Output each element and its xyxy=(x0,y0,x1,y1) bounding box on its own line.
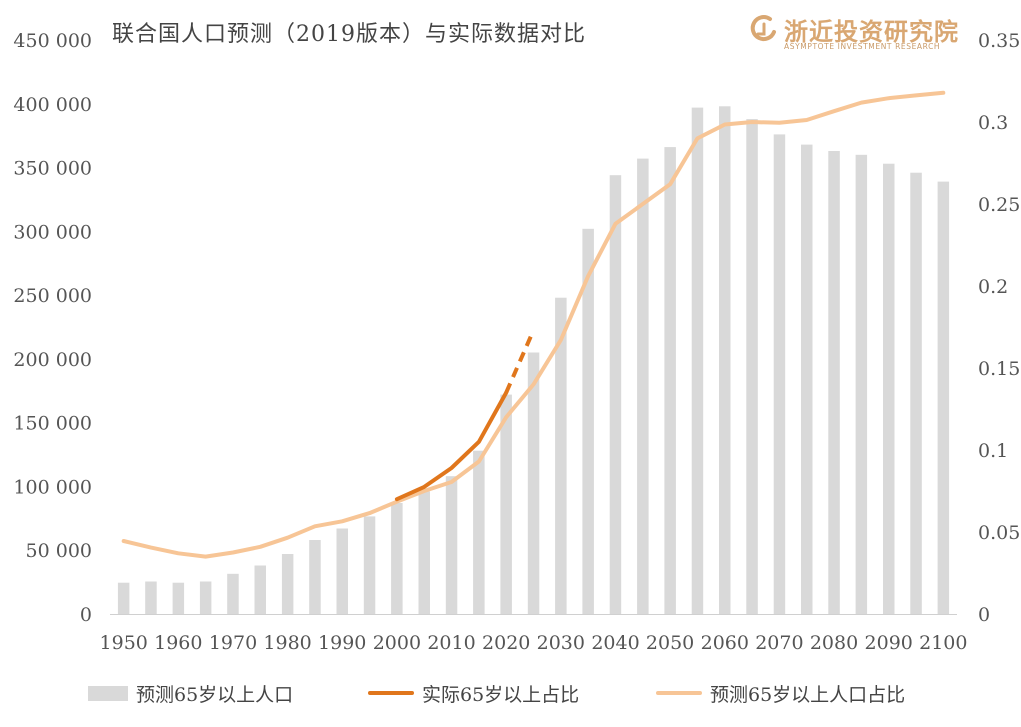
bar-2035 xyxy=(582,228,594,615)
y-left-tick-label: 400 000 xyxy=(13,94,92,116)
y-axis-right-ticks: 0 0.05 0.1 0.15 0.2 0.25 0.3 0.35 xyxy=(978,30,1020,626)
bar-2075 xyxy=(801,144,813,614)
x-tick-label: 2070 xyxy=(755,632,803,654)
x-tick-label: 1980 xyxy=(263,632,311,654)
logo-chinese-text: 浙近投资研究院 xyxy=(784,18,959,46)
y-left-tick-label: 150 000 xyxy=(13,413,92,435)
bar-2095 xyxy=(910,172,922,614)
x-tick-label: 2000 xyxy=(373,632,421,654)
bar-2000 xyxy=(391,503,403,614)
bar-1950 xyxy=(117,582,130,614)
bar-1985 xyxy=(309,540,321,614)
bar-1970 xyxy=(227,573,239,614)
legend-label-forecast: 预测65岁以上人口占比 xyxy=(710,683,906,706)
x-tick-label: 2010 xyxy=(427,632,475,654)
y-right-tick-label: 0.1 xyxy=(978,440,1008,462)
bar-2055 xyxy=(691,107,704,614)
x-axis-ticks: 1950 1960 1970 1980 1990 2000 2010 2020 2030 2040… xyxy=(100,632,968,654)
bar-2065 xyxy=(746,119,758,614)
bar-1955 xyxy=(145,581,157,614)
y-right-tick-label: 0.2 xyxy=(978,276,1008,298)
x-tick-label: 1960 xyxy=(154,632,202,654)
y-left-tick-label: 0 xyxy=(80,604,92,626)
y-left-tick-label: 300 000 xyxy=(13,221,92,243)
actual-ratio-dashed-line xyxy=(504,329,536,394)
bar-2100 xyxy=(937,181,950,614)
y-axis-left-ticks: 0 50 000 100 000 150 000 200 000 250 000 300 0… xyxy=(13,30,92,626)
bar-1995 xyxy=(363,516,376,614)
x-tick-label: 1950 xyxy=(100,632,148,654)
legend-item-actual: 实际65岁以上占比 xyxy=(368,678,579,708)
y-left-tick-label: 350 000 xyxy=(13,158,92,180)
bar-2020 xyxy=(500,394,512,614)
y-right-tick-label: 0.05 xyxy=(978,522,1020,544)
y-left-tick-label: 200 000 xyxy=(13,349,92,371)
x-tick-label: 2080 xyxy=(810,632,858,654)
legend-item-bar: 预测65岁以上人口 xyxy=(88,678,293,708)
bar-2050 xyxy=(664,147,676,614)
bar-2085 xyxy=(855,154,868,615)
y-left-tick-label: 50 000 xyxy=(26,540,92,562)
y-left-tick-label: 250 000 xyxy=(13,285,92,307)
legend-item-forecast: 预测65岁以上人口占比 xyxy=(656,678,905,708)
bar-2025 xyxy=(527,352,540,614)
logo-mark-icon xyxy=(750,15,776,42)
bar-2010 xyxy=(445,476,458,614)
bar-1960 xyxy=(172,582,185,614)
bar-1975 xyxy=(254,565,266,614)
y-right-tick-label: 0.3 xyxy=(978,112,1008,134)
y-right-tick-label: 0.15 xyxy=(978,358,1020,380)
x-tick-label: 2090 xyxy=(865,632,913,654)
bar-2090 xyxy=(883,163,895,614)
bar-2030 xyxy=(555,297,567,614)
y-right-tick-label: 0 xyxy=(978,604,990,626)
bar-series xyxy=(117,106,950,615)
legend-label-bar: 预测65岁以上人口 xyxy=(136,683,294,706)
logo-english-text: ASYMPTOTE INVESTMENT RESEARCH xyxy=(784,42,941,51)
line-series xyxy=(121,90,946,559)
bar-1965 xyxy=(199,581,212,614)
legend-swatch-forecast xyxy=(656,691,702,695)
bar-1990 xyxy=(336,528,348,614)
chart-title: 联合国人口预测（2019版本）与实际数据对比 xyxy=(112,22,586,47)
bar-2060 xyxy=(719,106,731,615)
x-tick-label: 2060 xyxy=(701,632,749,654)
x-tick-label: 2050 xyxy=(646,632,694,654)
bar-2070 xyxy=(773,134,786,614)
bar-1980 xyxy=(281,554,294,614)
x-tick-label: 1990 xyxy=(318,632,366,654)
bar-2005 xyxy=(418,491,430,614)
y-right-tick-label: 0.25 xyxy=(978,194,1020,216)
brand-logo: 浙近投资研究院 ASYMPTOTE INVESTMENT RESEARCH xyxy=(748,12,958,52)
x-tick-label: 1970 xyxy=(209,632,257,654)
x-tick-label: 2040 xyxy=(591,632,639,654)
legend-label-actual: 实际65岁以上占比 xyxy=(422,683,580,706)
bar-2015 xyxy=(473,450,485,614)
legend-swatch-actual xyxy=(368,691,414,695)
y-left-tick-label: 100 000 xyxy=(13,476,92,498)
x-tick-label: 2020 xyxy=(482,632,530,654)
bar-2080 xyxy=(828,151,840,614)
legend-swatch-bar xyxy=(88,685,128,701)
bar-2040 xyxy=(609,175,622,614)
y-left-tick-label: 450 000 xyxy=(13,30,92,52)
forecast-ratio-line xyxy=(121,90,946,559)
x-tick-label: 2100 xyxy=(919,632,967,654)
bar-2045 xyxy=(637,158,649,614)
actual-ratio-line xyxy=(394,390,509,502)
x-tick-label: 2030 xyxy=(537,632,585,654)
y-right-tick-label: 0.35 xyxy=(978,30,1020,52)
